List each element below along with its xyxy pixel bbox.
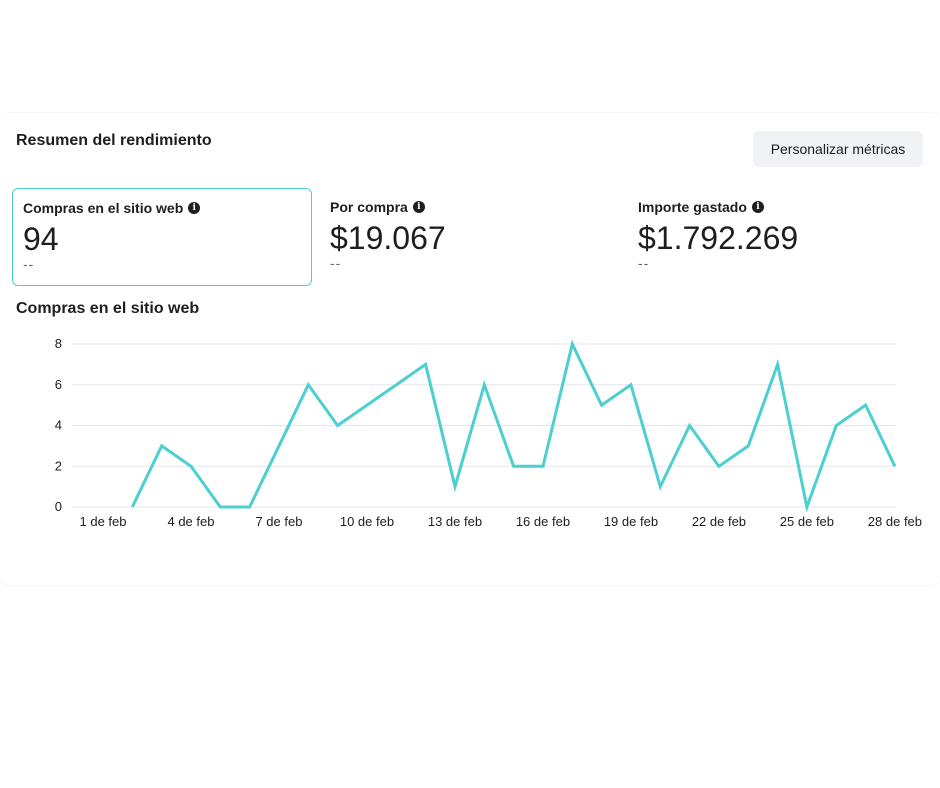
data-point[interactable] xyxy=(830,420,842,432)
data-point[interactable] xyxy=(214,501,226,513)
data-point[interactable] xyxy=(654,481,666,493)
metric-value: 94 xyxy=(23,221,59,257)
info-icon[interactable]: i xyxy=(412,201,425,213)
series-line xyxy=(130,339,897,513)
data-point[interactable] xyxy=(566,338,578,350)
y-tick-label: 0 xyxy=(55,499,62,514)
line-chart: 0 2 4 6 8 1 de feb 4 de feb 7 de feb 10 de feb 13… xyxy=(55,336,922,529)
data-point[interactable] xyxy=(508,460,520,472)
data-point[interactable] xyxy=(449,481,461,493)
data-point[interactable] xyxy=(625,379,637,391)
data-point[interactable] xyxy=(273,440,285,452)
x-tick-label: 4 de feb xyxy=(167,514,214,529)
data-point[interactable] xyxy=(332,420,344,432)
metric-delta: -- xyxy=(330,255,342,271)
y-tick-label: 2 xyxy=(55,458,62,473)
x-tick-label: 7 de feb xyxy=(255,514,302,529)
x-tick-label: 19 de feb xyxy=(604,514,658,529)
data-point[interactable] xyxy=(889,460,901,472)
data-point[interactable] xyxy=(801,501,813,513)
x-tick-label: 10 de feb xyxy=(340,514,394,529)
data-point[interactable] xyxy=(390,379,402,391)
x-tick-label: 1 de feb xyxy=(80,514,127,529)
data-point[interactable] xyxy=(126,501,138,513)
data-point[interactable] xyxy=(420,358,432,370)
y-tick-label: 8 xyxy=(55,336,62,351)
x-tick-label: 25 de feb xyxy=(780,514,834,529)
data-point[interactable] xyxy=(244,501,256,513)
data-point[interactable] xyxy=(742,440,754,452)
metric-card-website-purchases[interactable]: Compras en el sitio web i 94 -- xyxy=(12,188,312,286)
metric-delta: -- xyxy=(638,255,650,271)
metric-card-per-purchase[interactable]: Por compra i $19.067 -- xyxy=(320,188,620,286)
data-point[interactable] xyxy=(713,460,725,472)
data-point[interactable] xyxy=(156,440,168,452)
data-point[interactable] xyxy=(537,460,549,472)
data-point[interactable] xyxy=(596,399,608,411)
x-tick-label: 28 de feb xyxy=(868,514,922,529)
info-icon[interactable]: i xyxy=(751,201,764,213)
data-point[interactable] xyxy=(772,358,784,370)
x-tick-label: 13 de feb xyxy=(428,514,482,529)
x-tick-label: 16 de feb xyxy=(516,514,570,529)
metric-card-amount-spent[interactable]: Importe gastado i $1.792.269 -- xyxy=(628,188,928,286)
customize-metrics-button[interactable]: Personalizar métricas xyxy=(753,131,923,167)
data-point[interactable] xyxy=(684,420,696,432)
y-tick-label: 6 xyxy=(55,377,62,392)
metric-label: Por compra xyxy=(330,199,408,215)
metric-label: Importe gastado xyxy=(638,199,747,215)
x-tick-label: 22 de feb xyxy=(692,514,746,529)
section-title: Resumen del rendimiento xyxy=(16,132,212,149)
metric-label: Compras en el sitio web xyxy=(23,200,184,216)
data-point[interactable] xyxy=(361,399,373,411)
performance-summary-card: Resumen del rendimiento Personalizar mét… xyxy=(0,113,940,585)
y-tick-label: 4 xyxy=(55,418,62,433)
metric-delta: -- xyxy=(23,256,35,272)
metric-value: $1.792.269 xyxy=(638,220,799,256)
data-point[interactable] xyxy=(302,379,314,391)
chart-title: Compras en el sitio web xyxy=(16,300,200,317)
metric-value: $19.067 xyxy=(330,220,446,256)
info-icon[interactable]: i xyxy=(188,202,201,214)
data-point[interactable] xyxy=(478,379,490,391)
data-point[interactable] xyxy=(185,460,197,472)
data-point[interactable] xyxy=(860,399,872,411)
